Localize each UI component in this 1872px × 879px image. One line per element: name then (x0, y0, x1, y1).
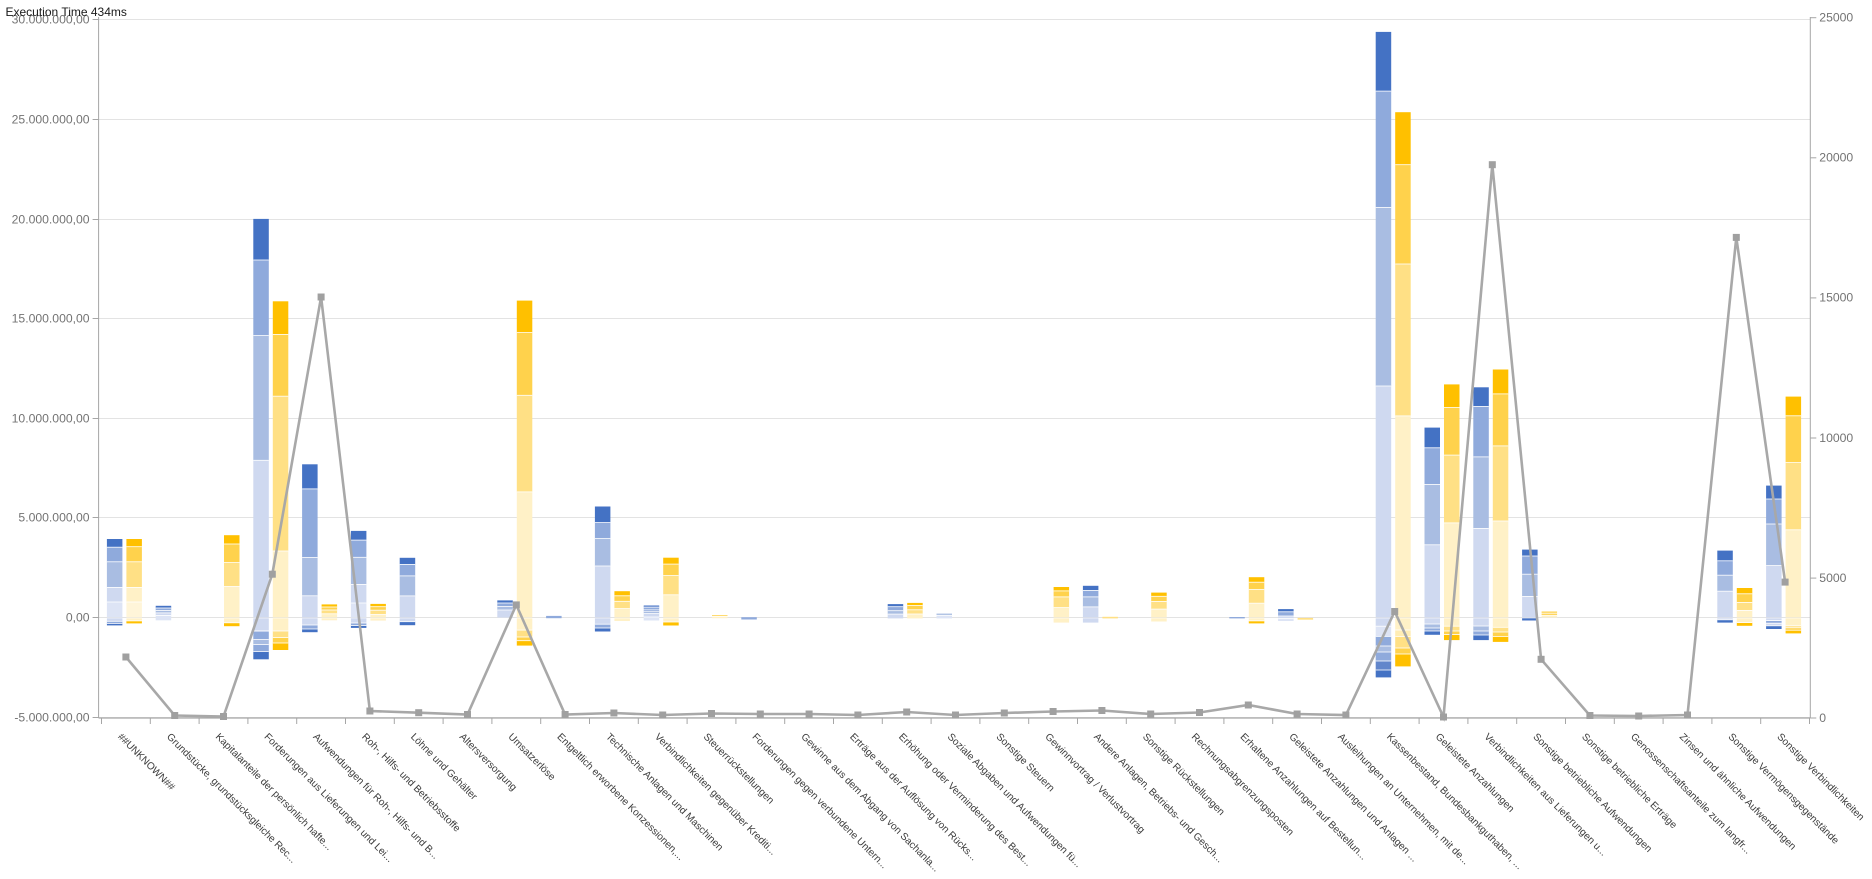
svg-text:25.000.000,00: 25.000.000,00 (12, 112, 90, 126)
svg-text:0,00: 0,00 (66, 610, 90, 624)
svg-text:15.000.000,00: 15.000.000,00 (12, 311, 90, 325)
svg-text:-5.000.000,00: -5.000.000,00 (14, 710, 89, 724)
svg-text:5000: 5000 (1819, 571, 1846, 585)
svg-text:0: 0 (1819, 711, 1826, 725)
svg-text:Execution Time 434ms: Execution Time 434ms (6, 5, 127, 19)
svg-text:30.000.000,00: 30.000.000,00 (12, 12, 90, 26)
svg-text:20.000.000,00: 20.000.000,00 (12, 212, 90, 226)
svg-text:10000: 10000 (1819, 431, 1853, 445)
svg-text:20000: 20000 (1819, 151, 1853, 165)
svg-text:25000: 25000 (1819, 11, 1853, 25)
svg-text:15000: 15000 (1819, 291, 1853, 305)
svg-text:5.000.000,00: 5.000.000,00 (18, 510, 89, 524)
svg-text:10.000.000,00: 10.000.000,00 (12, 411, 90, 425)
